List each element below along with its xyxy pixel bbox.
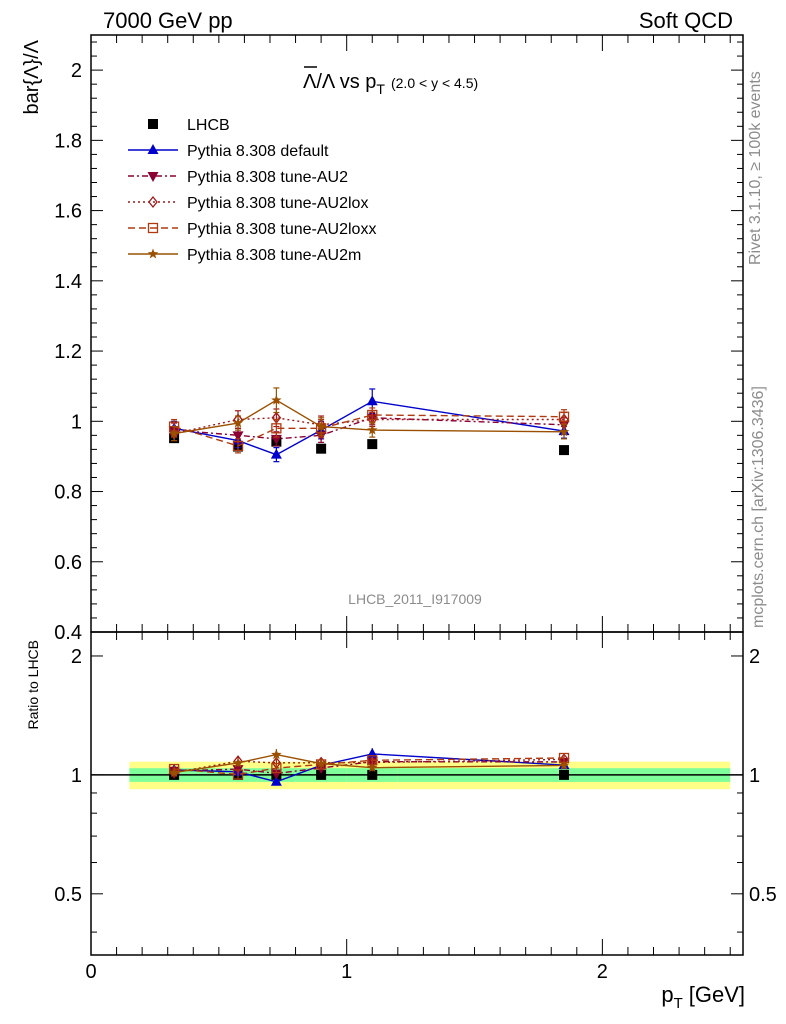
legend-marker	[147, 222, 159, 234]
x-label-main: p	[661, 982, 673, 1007]
x-tick-label: 0	[85, 961, 96, 983]
legend-entry-5: Pythia 8.308 tune-AU2m	[128, 247, 361, 264]
header-left: 7000 GeV pp	[103, 8, 233, 33]
series-4-point	[271, 423, 282, 434]
y-tick-label: 0.4	[54, 622, 82, 644]
series-5-point	[271, 394, 282, 405]
series-4-point	[367, 409, 378, 421]
series-2-line	[174, 417, 565, 440]
series-5-point	[232, 417, 244, 428]
title-main: Λ/Λ vs p	[303, 71, 376, 93]
series-4-point	[558, 411, 570, 422]
y-tick-label: 0.6	[54, 552, 82, 574]
watermark: LHCB_2011_I917009	[348, 591, 482, 607]
legend-label: Pythia 8.308 tune-AU2loxx	[187, 221, 376, 238]
series-5-point	[367, 424, 378, 435]
series-5-line	[173, 399, 565, 435]
x-tick-label: 2	[597, 961, 608, 983]
ratio-tick-label-left: 2	[71, 646, 82, 668]
series-2-ratio-point	[270, 769, 282, 780]
title-range: (2.0 < y < 4.5)	[391, 75, 478, 91]
y-tick-label: 1.2	[54, 341, 82, 363]
y-tick-label: 0.8	[54, 482, 82, 504]
svg-text:Λ/Λ vs pT(2.0 < y < 4.5): Λ/Λ vs pT (2.0 < y < 4.5)	[303, 71, 478, 97]
series-0-point	[559, 445, 570, 456]
series-5-main	[168, 387, 570, 442]
legend-marker	[147, 172, 159, 182]
series-4-ratio-point	[271, 762, 282, 774]
legend-marker	[147, 144, 159, 154]
legend-label: Pythia 8.308 tune-AU2m	[187, 247, 361, 264]
legend-label: Pythia 8.308 tune-AU2lox	[187, 195, 368, 212]
series-5-point	[168, 428, 180, 439]
series-1-main	[168, 388, 570, 463]
series-0-ratio-point	[559, 769, 570, 780]
ratio-tick-label-left: 1	[71, 765, 82, 787]
ratio-tick-label-right: 1	[749, 765, 760, 787]
legend-marker	[147, 248, 159, 259]
series-4-line	[173, 414, 565, 447]
ratio-tick-label-left: 0.5	[54, 884, 82, 906]
x-tick-label: 1	[341, 961, 352, 983]
series-3-line	[173, 417, 564, 435]
series-5-ratio-point	[232, 757, 244, 768]
legend-label: Pythia 8.308 tune-AU2	[187, 169, 348, 186]
series-2-point	[232, 431, 244, 442]
ratio-frame	[90, 631, 744, 956]
legend-entry-4: Pythia 8.308 tune-AU2loxx	[128, 221, 376, 238]
legend-entry-3: Pythia 8.308 tune-AU2lox	[128, 195, 368, 212]
series-0-main	[169, 433, 570, 456]
ratio-tick-label-right: 2	[749, 646, 760, 668]
ratio-tick-label-right: 0.5	[749, 884, 777, 906]
y-axis-label: bar{Λ}/Λ	[21, 39, 43, 114]
x-axis-label: pT [GeV]	[661, 982, 745, 1012]
series-5-ratio-point	[367, 762, 378, 773]
series-0-point	[367, 439, 378, 450]
legend-marker	[148, 195, 158, 209]
series-4-point	[232, 440, 244, 452]
ratio-y-axis-label: Ratio to LHCB	[25, 640, 41, 729]
series-1-ratio-point	[270, 775, 282, 786]
mcplots-label: mcplots.cern.ch [arXiv:1306.3436]	[750, 386, 767, 628]
chart-title: Λ/Λ vs pT (2.0 < y < 4.5)	[303, 66, 478, 97]
y-tick-label: 1.4	[54, 271, 82, 293]
y-tick-label: 2	[71, 60, 82, 82]
series-1-line	[173, 400, 565, 456]
series-1-point	[270, 448, 282, 459]
series-5-ratio-line	[173, 753, 565, 774]
series-1-ratio-line	[174, 753, 565, 783]
header-right: Soft QCD	[639, 8, 733, 33]
title-sub: T	[376, 81, 385, 97]
series-4-ratio-line	[174, 757, 565, 776]
x-label-unit: [GeV]	[689, 982, 745, 1007]
series-1-point	[366, 395, 378, 406]
ratio-plot: 0.5 0.5 1 1 2 2 0 1 2	[54, 35, 777, 983]
legend-marker	[148, 119, 158, 129]
rivet-label: Rivet 3.1.10, ≥ 100k events	[747, 71, 764, 265]
series-5-ratio	[168, 749, 570, 778]
series-0-ratio-point	[367, 769, 378, 780]
series-5-point	[315, 421, 327, 432]
series-4-ratio-point	[232, 769, 244, 780]
y-tick-label: 1.8	[54, 130, 82, 152]
legend-entry-1: Pythia 8.308 default	[128, 143, 329, 160]
series-5-ratio-point	[315, 758, 327, 768]
y-tick-label: 1.6	[54, 201, 82, 223]
series-5-ratio-point	[168, 767, 180, 778]
legend-entry-0: LHCB	[148, 117, 230, 134]
series-0-ratio-point	[316, 769, 327, 780]
x-label-sub: T	[674, 995, 683, 1012]
legend-label: LHCB	[187, 117, 230, 134]
legend: LHCB Pythia 8.308 default Pythia 8.308 tun…	[128, 117, 376, 264]
legend-label: Pythia 8.308 default	[187, 143, 329, 160]
series-0-point	[316, 443, 327, 454]
series-5-ratio-point	[558, 759, 570, 770]
series-5-point	[558, 426, 570, 437]
y-tick-label: 1	[71, 411, 82, 433]
series-5-ratio-point	[271, 749, 282, 760]
series-3-ratio-line	[173, 758, 565, 774]
legend-entry-2: Pythia 8.308 tune-AU2	[128, 169, 348, 186]
